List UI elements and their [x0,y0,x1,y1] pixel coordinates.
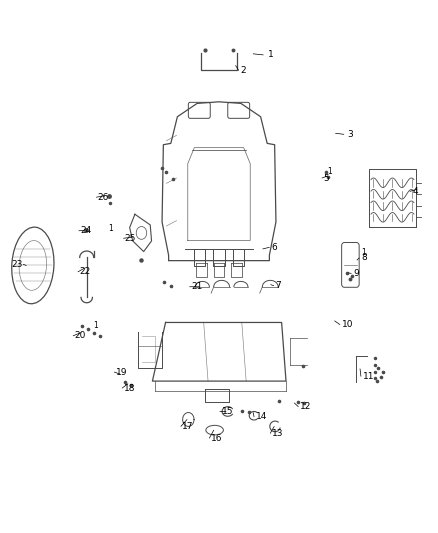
Text: 10: 10 [342,320,353,329]
Text: 20: 20 [74,332,86,340]
Text: 1: 1 [268,51,274,59]
Text: 5: 5 [323,174,328,182]
Text: 13: 13 [272,429,283,438]
Text: 21: 21 [191,282,202,291]
Text: 18: 18 [124,384,135,392]
Text: 24: 24 [80,227,92,235]
Text: 1: 1 [328,167,332,176]
Text: 16: 16 [211,434,222,442]
Text: 1: 1 [93,321,98,329]
Text: 19: 19 [116,368,127,376]
Text: 3: 3 [347,130,353,139]
Text: 1: 1 [361,248,366,256]
Text: 15: 15 [222,407,233,416]
Text: 11: 11 [363,372,374,381]
Text: 25: 25 [125,234,136,243]
Text: 4: 4 [413,187,418,196]
Text: 14: 14 [256,413,267,421]
Text: 26: 26 [98,193,109,201]
Text: 2: 2 [240,66,246,75]
Text: 1: 1 [108,224,113,232]
Text: 9: 9 [353,269,359,278]
Text: 12: 12 [300,402,311,411]
Text: 23: 23 [11,260,22,269]
Text: 17: 17 [182,422,194,431]
Text: 6: 6 [272,243,277,252]
Text: 8: 8 [361,254,367,262]
Text: 7: 7 [275,281,281,290]
Text: 22: 22 [79,268,91,276]
